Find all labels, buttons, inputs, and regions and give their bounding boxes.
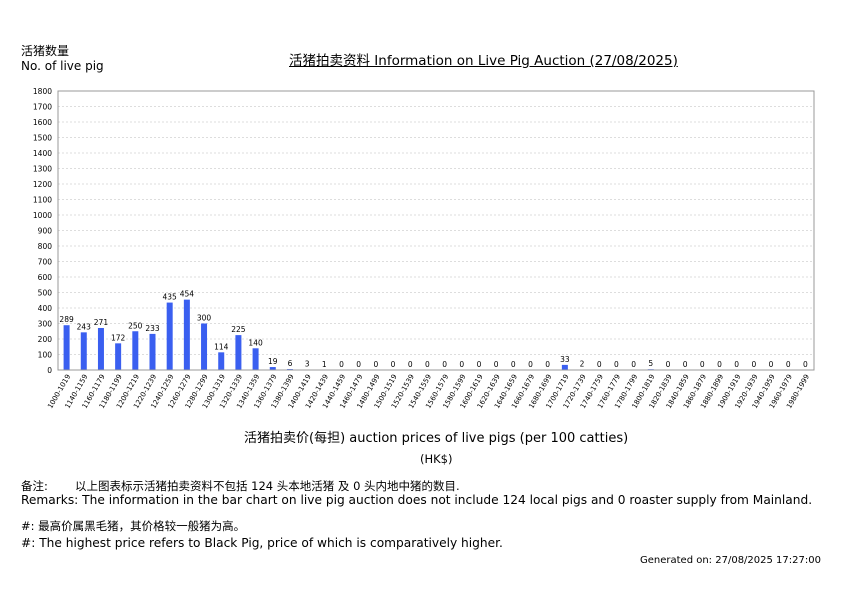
bar-value-label: 2 — [580, 360, 585, 369]
bar — [235, 335, 242, 370]
bar-value-label: 0 — [339, 360, 344, 369]
bar-value-label: 19 — [268, 357, 278, 366]
bar-value-label: 3 — [305, 360, 310, 369]
bar — [269, 367, 276, 370]
bar-value-label: 300 — [197, 314, 212, 323]
remarks-en: Remarks: The information in the bar char… — [21, 493, 813, 507]
y-tick-label: 700 — [38, 258, 53, 267]
bar-value-label: 0 — [477, 360, 482, 369]
bar — [218, 352, 225, 370]
bar — [115, 343, 122, 370]
bar — [252, 348, 259, 370]
bar-value-label: 172 — [111, 333, 126, 342]
bar-value-label: 289 — [59, 315, 74, 324]
bar-value-label: 0 — [442, 360, 447, 369]
generated-timestamp: Generated on: 27/08/2025 17:27:00 — [640, 555, 821, 566]
plot-frame — [57, 90, 815, 371]
bar — [201, 323, 208, 370]
bar-value-label: 0 — [545, 360, 550, 369]
bar-value-label: 233 — [145, 324, 160, 333]
bar-chart: 0100200300400500600700800900100011001200… — [33, 87, 815, 410]
y-tick-label: 500 — [38, 289, 53, 298]
bar-value-label: 225 — [231, 325, 246, 334]
x-tick-labels: 1000-10191140-11591160-11791180-11991200… — [46, 373, 811, 410]
bar-value-label: 1 — [322, 360, 327, 369]
y-tick-label: 400 — [38, 304, 53, 313]
y-tick-label: 600 — [38, 273, 53, 282]
y-tick-label: 1200 — [33, 180, 52, 189]
bar-value-label: 0 — [425, 360, 430, 369]
y-tick-label: 100 — [38, 351, 53, 360]
bar-value-label: 243 — [77, 322, 92, 331]
y-tick-labels: 0 100 200 300 400 500 600 700 800 900 1000 1100 1200… — [33, 87, 52, 375]
bar-value-label: 0 — [459, 360, 464, 369]
y-tick-label: 1300 — [33, 165, 52, 174]
bar-value-label: 140 — [248, 338, 263, 347]
bar — [183, 299, 190, 370]
bar — [166, 302, 173, 370]
remarks-cn-label: 备注: — [21, 479, 48, 493]
chart-title: 活猪拍卖资料 Information on Live Pig Auction (… — [289, 53, 678, 69]
y-tick-label: 300 — [38, 320, 53, 329]
bar — [80, 332, 87, 370]
y-tick-label: 200 — [38, 335, 53, 344]
remarks-cn-text: 以上图表标示活猪拍卖资料不包括 124 头本地活猪 及 0 头内地中猪的数目. — [75, 479, 460, 493]
bar — [149, 333, 156, 370]
bar — [63, 325, 70, 370]
y-tick-label: 800 — [38, 242, 53, 251]
bar-value-label: 0 — [683, 360, 688, 369]
bar-value-label: 0 — [494, 360, 499, 369]
currency-unit: (HK$) — [420, 452, 453, 466]
bar-value-label: 435 — [163, 293, 178, 302]
bar-value-label: 0 — [373, 360, 378, 369]
bar-value-label: 0 — [408, 360, 413, 369]
bar-value-label: 0 — [597, 360, 602, 369]
y-tick-label: 1800 — [33, 87, 52, 96]
bar-value-label: 0 — [631, 360, 636, 369]
bar-value-label: 5 — [648, 359, 653, 368]
y-tick-label: 1000 — [33, 211, 52, 220]
y-axis-label-cn: 活猪数量 — [21, 44, 70, 58]
bar-value-label: 250 — [128, 321, 143, 330]
y-tick-label: 0 — [47, 366, 52, 375]
x-axis-label: 活猪拍卖价(每担) auction prices of live pigs (p… — [244, 431, 629, 446]
bars — [63, 299, 654, 370]
bar-value-label: 114 — [214, 342, 229, 351]
bar-value-label: 271 — [94, 318, 109, 327]
bar-value-label: 6 — [288, 359, 293, 368]
y-tick-label: 1100 — [33, 196, 52, 205]
bar-value-label: 454 — [180, 290, 195, 299]
y-tick-label: 1700 — [33, 103, 52, 112]
note-cn: #: 最高价属黑毛猪，其价格较一般猪为高。 — [21, 519, 246, 533]
bar-value-label: 0 — [769, 360, 774, 369]
y-tick-label: 1400 — [33, 149, 52, 158]
bar-value-label: 33 — [560, 355, 570, 364]
bar-value-label: 0 — [700, 360, 705, 369]
bar-value-label: 0 — [528, 360, 533, 369]
bar — [561, 364, 568, 370]
remarks-cn: 备注: 以上图表标示活猪拍卖资料不包括 124 头本地活猪 及 0 头内地中猪的数… — [21, 478, 460, 494]
bar-value-label: 0 — [511, 360, 516, 369]
y-tick-label: 1500 — [33, 134, 52, 143]
y-tick-label: 1600 — [33, 118, 52, 127]
bar-value-label: 0 — [614, 360, 619, 369]
bar-value-label: 0 — [391, 360, 396, 369]
bar-value-label: 0 — [803, 360, 808, 369]
bar — [97, 327, 104, 370]
y-tick-label: 900 — [38, 227, 53, 236]
bar — [132, 331, 139, 370]
bar-value-label: 0 — [786, 360, 791, 369]
y-axis-label-en: No. of live pig — [21, 59, 104, 73]
bar-value-label: 0 — [734, 360, 739, 369]
bar-value-label: 0 — [356, 360, 361, 369]
note-en: #: The highest price refers to Black Pig… — [21, 536, 503, 550]
bar-value-label: 0 — [751, 360, 756, 369]
bar-value-label: 0 — [717, 360, 722, 369]
bar-value-label: 0 — [666, 360, 671, 369]
